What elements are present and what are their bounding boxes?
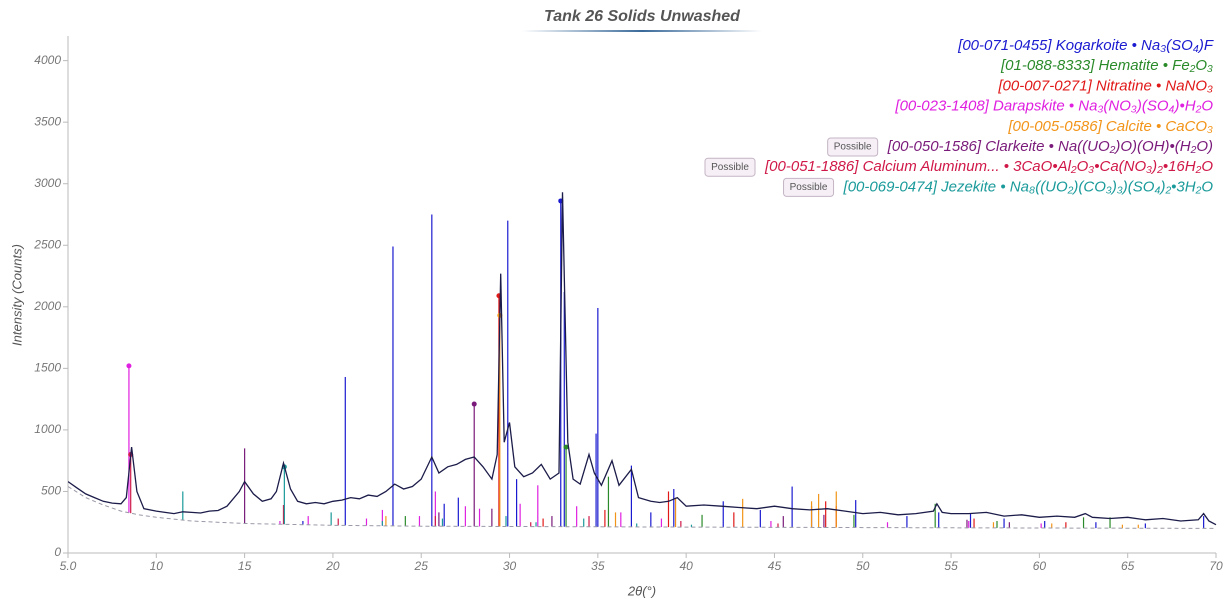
phase-sticks bbox=[244, 401, 1010, 528]
stick-marker bbox=[563, 444, 569, 450]
legend-entry: [00-050-1586] Clarkeite • Na((UO₂)O)(OH)… bbox=[887, 138, 1213, 155]
x-tick-label: 5.0 bbox=[60, 559, 77, 573]
phase-sticks bbox=[182, 464, 693, 528]
possible-badge[interactable]: Possible bbox=[827, 137, 879, 157]
chart-title: Tank 26 Solids Unwashed bbox=[544, 8, 741, 25]
x-tick-label: 30 bbox=[503, 559, 517, 573]
badge-label: Possible bbox=[790, 182, 828, 193]
x-tick-label: 50 bbox=[856, 559, 870, 573]
legend-entry: [00-023-1408] Darapskite • Na₃(NO₃)(SO₄)… bbox=[894, 98, 1213, 115]
legend-entry: [01-088-8333] Hematite • Fe₂O₃ bbox=[1000, 57, 1213, 74]
badge-label: Possible bbox=[834, 142, 872, 153]
x-tick-label: 25 bbox=[414, 559, 429, 573]
legend-entry: [00-071-0455] Kogarkoite • Na₃(SO₄)F bbox=[957, 37, 1214, 54]
badge-label: Possible bbox=[711, 162, 749, 173]
x-tick-label: 35 bbox=[591, 559, 605, 573]
background-line bbox=[68, 486, 1217, 529]
y-tick-label: 2500 bbox=[33, 237, 61, 251]
title-underline bbox=[522, 30, 762, 32]
badge-box bbox=[704, 157, 756, 177]
y-tick-label: 2000 bbox=[33, 299, 61, 313]
x-tick-label: 55 bbox=[944, 559, 958, 573]
legend-entry: [00-051-1886] Calcium Aluminum... • 3CaO… bbox=[764, 158, 1213, 175]
badge-box bbox=[783, 177, 835, 197]
phase-sticks bbox=[126, 363, 1042, 528]
x-tick-label: 45 bbox=[768, 559, 782, 573]
possible-badge[interactable]: Possible bbox=[783, 177, 835, 197]
badge-box bbox=[827, 137, 879, 157]
y-tick-label: 4000 bbox=[34, 53, 61, 67]
x-tick-label: 20 bbox=[325, 559, 340, 573]
y-tick-label: 500 bbox=[41, 484, 61, 498]
x-axis-title: 2θ(°) bbox=[627, 583, 656, 598]
plot-area bbox=[68, 192, 1217, 529]
phase-sticks bbox=[128, 452, 779, 528]
possible-badge[interactable]: Possible bbox=[704, 157, 756, 177]
x-tick-label: 70 bbox=[1209, 559, 1223, 573]
legend-entry: [00-069-0474] Jezekite • Na₈((UO₂)(CO₃)₃… bbox=[843, 178, 1214, 195]
pattern-line bbox=[68, 192, 1217, 526]
legend-entry: [00-005-0586] Calcite • CaCO₃ bbox=[1007, 118, 1213, 135]
y-axis-title: Intensity (Counts) bbox=[9, 244, 24, 346]
x-tick-label: 40 bbox=[679, 559, 693, 573]
legend-entry: [00-007-0271] Nitratine • NaNO₃ bbox=[997, 77, 1213, 94]
y-tick-label: 3500 bbox=[34, 114, 61, 128]
x-tick-label: 65 bbox=[1121, 559, 1135, 573]
x-tick-label: 60 bbox=[1033, 559, 1047, 573]
phase-sticks bbox=[496, 293, 1067, 529]
y-tick-label: 1000 bbox=[34, 422, 61, 436]
x-tick-label: 15 bbox=[238, 559, 252, 573]
phase-sticks bbox=[302, 198, 1205, 529]
y-tick-label: 0 bbox=[54, 545, 61, 559]
stick-marker bbox=[471, 401, 477, 407]
y-tick-label: 1500 bbox=[34, 361, 61, 375]
stick-marker bbox=[126, 363, 132, 369]
x-tick-label: 10 bbox=[150, 559, 164, 573]
y-tick-label: 3000 bbox=[34, 176, 61, 190]
